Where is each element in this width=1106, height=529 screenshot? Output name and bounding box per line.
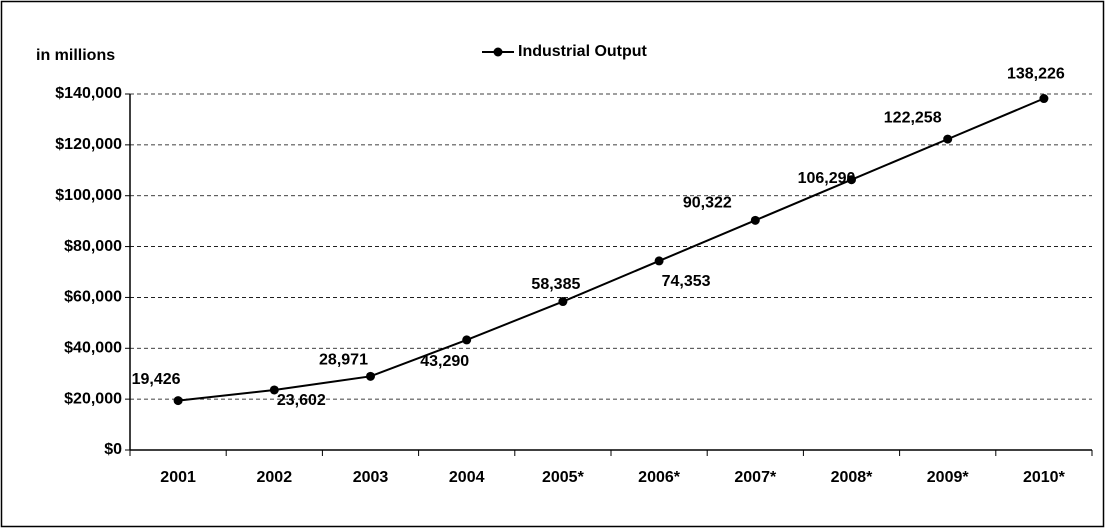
- y-tick-label: $20,000: [64, 390, 122, 407]
- x-tick-label: 2002: [257, 469, 293, 486]
- x-tick-label: 2008*: [831, 469, 874, 486]
- x-tick-label: 2004: [449, 469, 485, 486]
- marker: [1039, 94, 1049, 104]
- marker: [462, 335, 472, 345]
- y-tick-label: $80,000: [64, 238, 122, 255]
- marker: [269, 385, 279, 395]
- data-label: 122,258: [884, 109, 942, 126]
- x-tick-label: 2003: [353, 469, 389, 486]
- x-tick-label: 2006*: [638, 469, 681, 486]
- data-label: 28,971: [319, 352, 368, 369]
- marker: [366, 371, 375, 381]
- marker: [654, 256, 664, 266]
- y-axis-label: in millions: [36, 47, 115, 64]
- marker: [847, 175, 856, 185]
- data-label: 43,290: [420, 353, 469, 370]
- marker: [173, 396, 183, 406]
- marker: [750, 215, 760, 225]
- legend-marker: [493, 47, 503, 57]
- marker: [558, 297, 568, 307]
- y-tick-label: $60,000: [64, 289, 122, 306]
- line: [177, 97, 1045, 402]
- x-tick-label: 2007*: [734, 469, 777, 486]
- data-label: 19,426: [132, 371, 181, 388]
- data-label: 90,322: [683, 195, 732, 212]
- x-tick-label: 2010*: [1023, 469, 1066, 486]
- y-tick-label: $140,000: [55, 85, 122, 102]
- y-tick-label: $40,000: [64, 340, 122, 357]
- x-tick-label: 2001: [160, 469, 196, 486]
- x-tick-label: 2005*: [542, 469, 585, 486]
- marker: [943, 134, 953, 144]
- data-label: 74,353: [662, 273, 711, 290]
- data-label: 23,602: [277, 392, 326, 409]
- x-tick-label: 2009*: [927, 469, 970, 486]
- y-tick-label: $100,000: [55, 187, 122, 204]
- y-tick-label: $120,000: [55, 136, 122, 153]
- data-label: 106,290: [798, 170, 856, 187]
- data-label: 138,226: [1007, 66, 1065, 83]
- data-label: 58,385: [531, 276, 580, 293]
- legend-label: Industrial Output: [518, 43, 648, 60]
- y-tick-label: $0: [104, 441, 122, 458]
